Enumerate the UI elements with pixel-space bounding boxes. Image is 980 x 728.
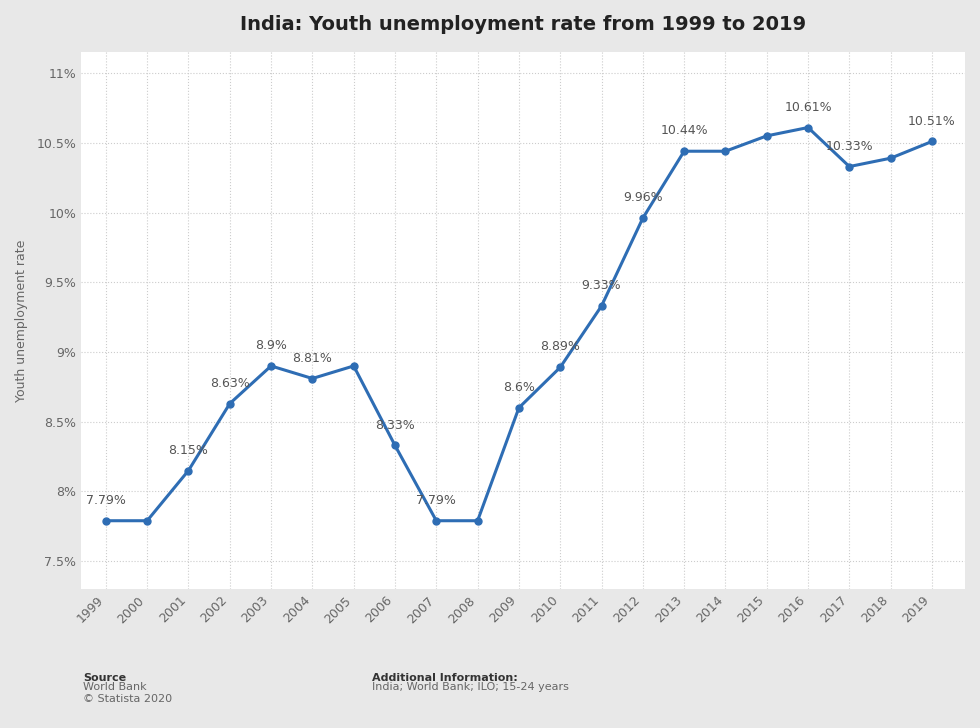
Text: 8.15%: 8.15% <box>169 443 209 456</box>
Text: World Bank
© Statista 2020: World Bank © Statista 2020 <box>83 682 172 704</box>
Text: 9.33%: 9.33% <box>582 279 621 292</box>
Text: 8.33%: 8.33% <box>375 419 415 432</box>
Text: 10.33%: 10.33% <box>825 140 873 153</box>
Text: Additional Information:: Additional Information: <box>372 673 518 684</box>
Text: 10.61%: 10.61% <box>784 100 832 114</box>
Text: 7.79%: 7.79% <box>416 494 457 507</box>
Title: India: Youth unemployment rate from 1999 to 2019: India: Youth unemployment rate from 1999… <box>240 15 807 34</box>
Text: 8.6%: 8.6% <box>503 381 535 394</box>
Text: Source: Source <box>83 673 126 684</box>
Y-axis label: Youth unemployment rate: Youth unemployment rate <box>15 240 28 402</box>
Text: 10.51%: 10.51% <box>908 114 956 127</box>
Text: India; World Bank; ILO; 15-24 years: India; World Bank; ILO; 15-24 years <box>372 682 569 692</box>
Text: 8.63%: 8.63% <box>210 376 250 389</box>
Text: 8.89%: 8.89% <box>540 341 580 354</box>
Text: 9.96%: 9.96% <box>623 191 662 205</box>
Text: 8.9%: 8.9% <box>255 339 287 352</box>
Text: 7.79%: 7.79% <box>86 494 125 507</box>
Text: 10.44%: 10.44% <box>661 124 708 138</box>
Text: 8.81%: 8.81% <box>292 352 332 365</box>
